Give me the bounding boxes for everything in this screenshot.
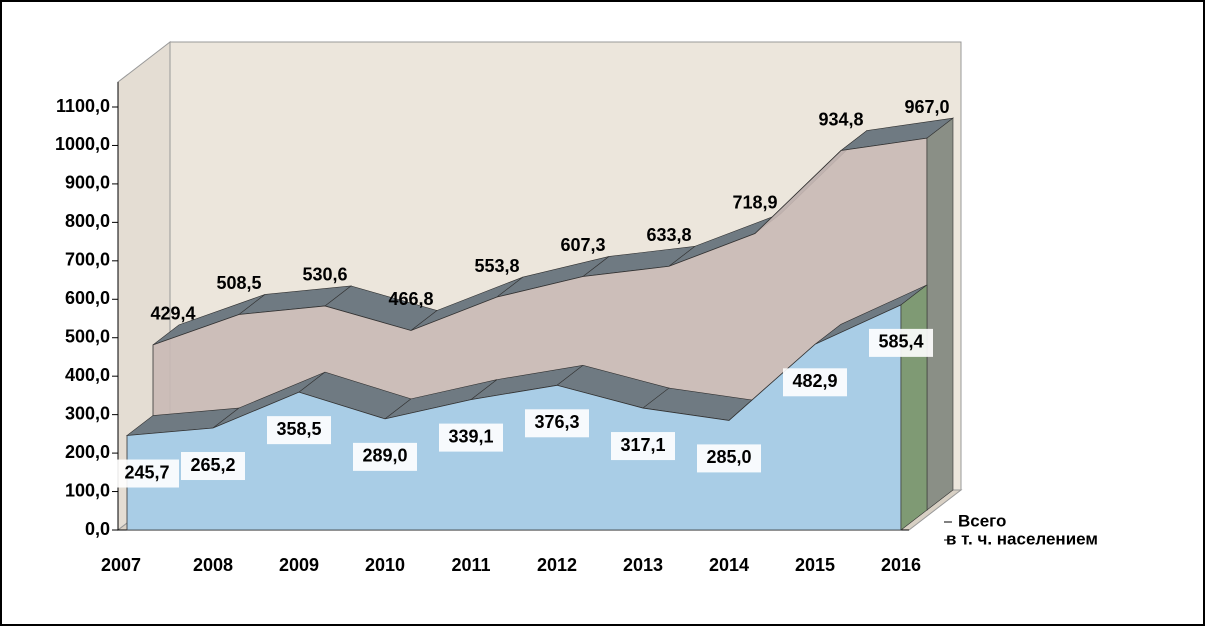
y-tick-label: 200,0 (65, 442, 110, 462)
value-label-group: 358,5 (267, 416, 331, 445)
value-label: 289,0 (362, 446, 407, 466)
y-tick-label: 300,0 (65, 403, 110, 423)
y-tick-label: 800,0 (65, 211, 110, 231)
value-label-bg (697, 444, 761, 473)
legend-label: Всего (958, 511, 1006, 530)
value-label: 934,8 (818, 109, 863, 129)
y-tick-label: 1000,0 (55, 134, 110, 154)
area-side (926, 117, 954, 511)
value-label-group: 553,8 (474, 256, 519, 276)
x-tick-label: 2011 (451, 555, 490, 575)
value-label: 967,0 (904, 97, 949, 117)
value-label-bg (525, 409, 589, 438)
value-label-group: 376,3 (525, 409, 589, 438)
y-tick-label: 400,0 (65, 365, 110, 385)
y-tick-label: 100,0 (65, 480, 110, 500)
value-label: 585,4 (878, 332, 923, 352)
value-label: 633,8 (646, 225, 691, 245)
value-label-bg (115, 459, 179, 488)
y-tick-label: 1100,0 (56, 96, 110, 116)
value-label-group: 429,4 (150, 304, 195, 324)
value-label-bg (181, 452, 245, 481)
value-label: 482,9 (792, 371, 837, 391)
value-label-group: 934,8 (818, 109, 863, 129)
y-tick-label: 700,0 (65, 250, 110, 270)
x-tick-label: 2015 (795, 555, 835, 575)
value-label-group: 245,7 (115, 459, 179, 488)
x-tick-label: 2014 (709, 555, 749, 575)
value-label-bg (611, 432, 675, 461)
value-label-bg (353, 442, 417, 471)
value-label: 265,2 (190, 455, 235, 475)
value-label-group: 585,4 (869, 328, 933, 357)
value-label-group: 265,2 (181, 452, 245, 481)
y-tick-label: 500,0 (65, 326, 110, 346)
area-side (900, 284, 928, 531)
value-label-bg (783, 368, 847, 397)
value-label: 245,7 (124, 462, 169, 482)
x-tick-label: 2010 (365, 555, 405, 575)
value-label-group: 466,8 (388, 289, 433, 309)
value-label: 429,4 (150, 304, 195, 324)
y-tick-label: 0,0 (85, 519, 110, 539)
y-tick-label: 600,0 (65, 288, 110, 308)
value-label-group: 289,0 (353, 442, 417, 471)
value-label: 508,5 (216, 273, 261, 293)
x-tick-label: 2016 (881, 555, 921, 575)
value-label-group: 508,5 (216, 273, 261, 293)
x-tick-label: 2009 (279, 555, 319, 575)
value-label: 530,6 (302, 265, 347, 285)
legend-label: в т. ч. населением (946, 529, 1098, 548)
value-label-group: 607,3 (560, 235, 605, 255)
value-label: 317,1 (620, 435, 665, 455)
value-label-group: 967,0 (904, 97, 949, 117)
value-label-group: 317,1 (611, 432, 675, 461)
value-label-bg (439, 423, 503, 452)
value-label-group: 339,1 (439, 423, 503, 452)
value-label: 358,5 (276, 419, 321, 439)
value-label-group: 718,9 (732, 192, 777, 212)
value-label: 718,9 (732, 192, 777, 212)
value-label-bg (267, 416, 331, 445)
value-label-group: 285,0 (697, 444, 761, 473)
x-tick-label: 2013 (623, 555, 663, 575)
value-label-group: 530,6 (302, 265, 347, 285)
value-label: 285,0 (706, 447, 751, 467)
value-label-group: 633,8 (646, 225, 691, 245)
value-label: 553,8 (474, 256, 519, 276)
x-tick-label: 2008 (193, 555, 233, 575)
x-tick-label: 2012 (537, 555, 577, 575)
value-label: 607,3 (560, 235, 605, 255)
value-label: 466,8 (388, 289, 433, 309)
y-tick-label: 900,0 (65, 173, 110, 193)
value-label-bg (869, 328, 933, 357)
value-label: 339,1 (448, 426, 493, 446)
x-tick-label: 2007 (101, 555, 141, 575)
value-label: 376,3 (534, 412, 579, 432)
value-label-group: 482,9 (783, 368, 847, 397)
